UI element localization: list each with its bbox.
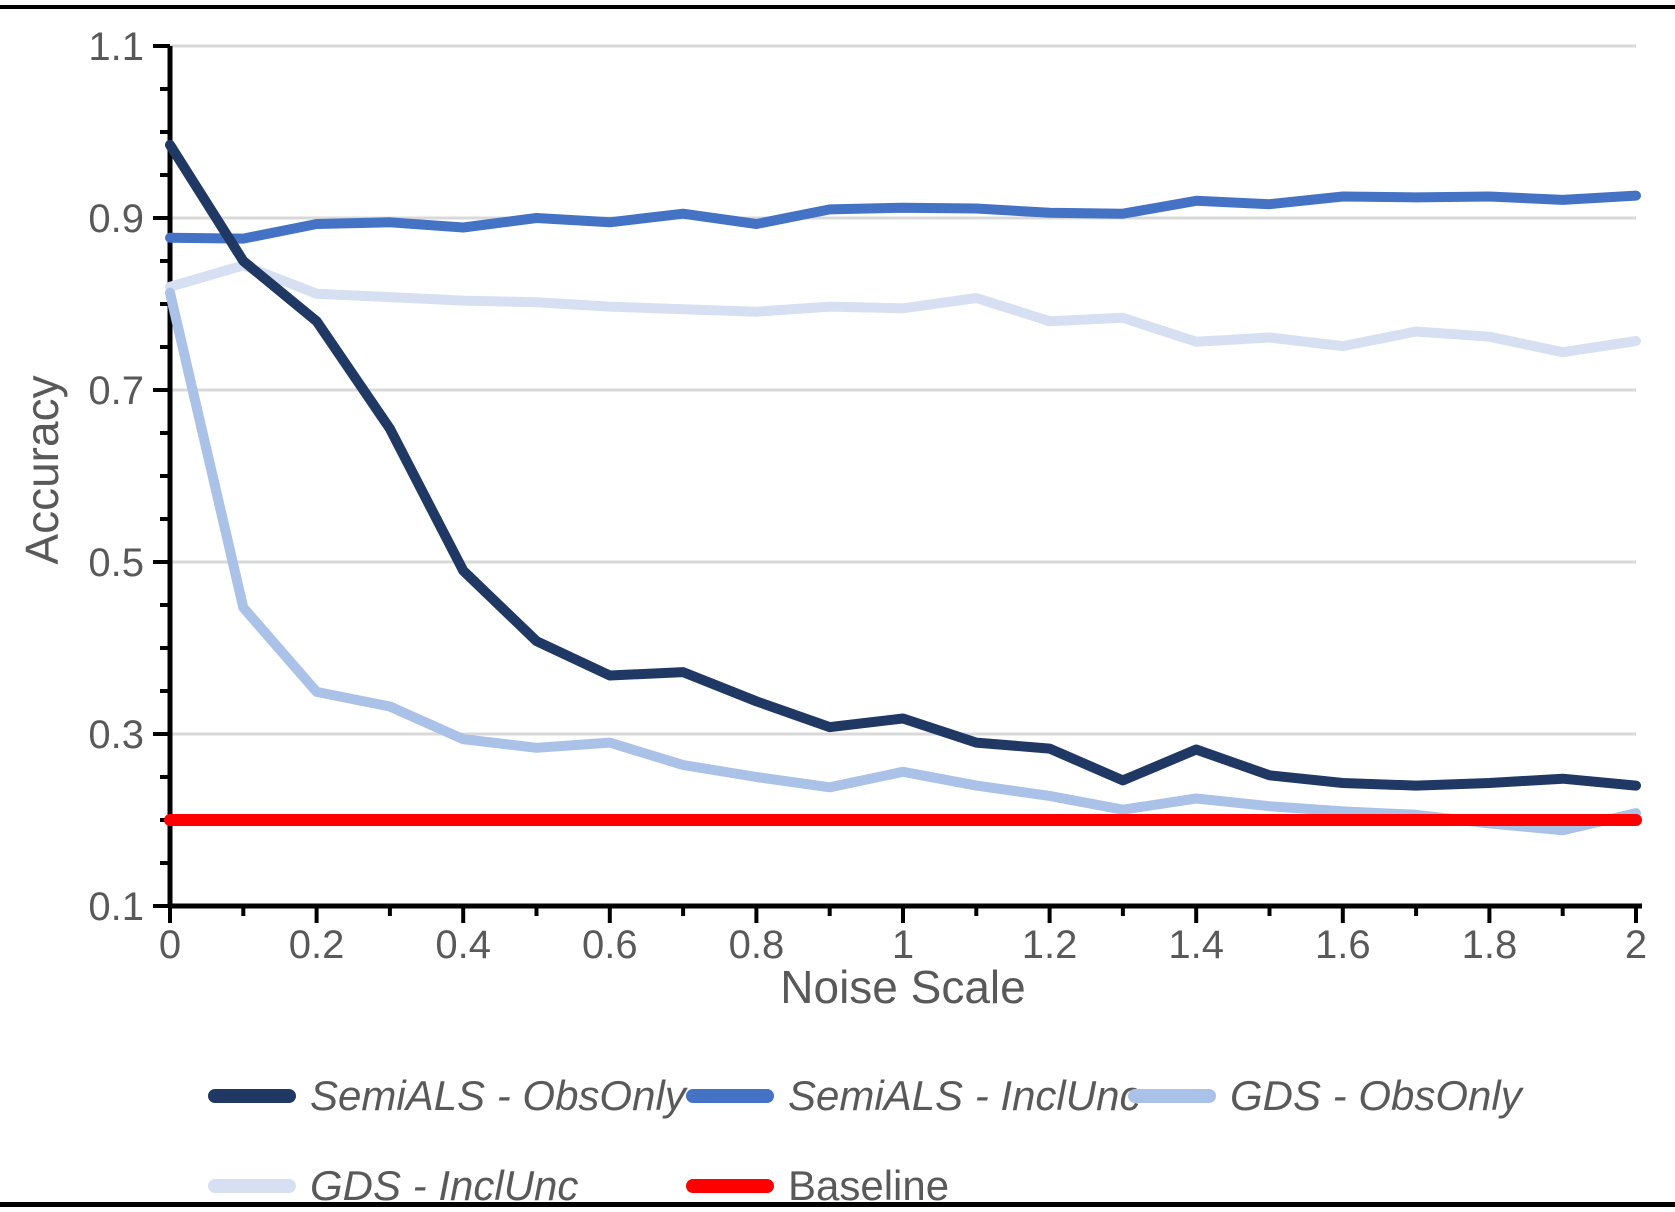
x-tick-label: 1.6 bbox=[1315, 923, 1371, 967]
x-tick-label: 2 bbox=[1625, 923, 1647, 967]
x-tick-label: 1.8 bbox=[1462, 923, 1518, 967]
gridlines bbox=[170, 44, 1636, 736]
x-tick-label: 0 bbox=[159, 923, 181, 967]
series-line-gds-obsonly bbox=[165, 287, 1641, 836]
x-tick-label: 1.4 bbox=[1168, 923, 1224, 967]
series-line-gds-inclunc bbox=[165, 260, 1641, 358]
y-axis-title: Accuracy bbox=[16, 375, 68, 564]
x-tick-label: 1 bbox=[892, 923, 914, 967]
x-tick-label: 0.4 bbox=[435, 923, 491, 967]
x-tick-label: 0.2 bbox=[289, 923, 345, 967]
y-tick-label: 0.9 bbox=[88, 197, 144, 241]
tick-marks bbox=[153, 44, 1638, 923]
x-axis-title: Noise Scale bbox=[780, 961, 1025, 1013]
y-tick-label: 0.1 bbox=[88, 885, 144, 929]
y-tick-label: 0.5 bbox=[88, 541, 144, 585]
series-line-semials-obsonly bbox=[165, 139, 1641, 791]
x-tick-label: 0.8 bbox=[729, 923, 785, 967]
series-lines bbox=[164, 139, 1642, 836]
series-line-semials-inclunc bbox=[165, 190, 1641, 244]
y-tick-label: 1.1 bbox=[88, 25, 144, 69]
x-tick-label: 1.2 bbox=[1022, 923, 1078, 967]
tick-labels: 0.1 0.3 0.5 0.7 0.9 1.1 0 0.2 0.4 0.6 0.8 1 1.2 1.4 1.… bbox=[88, 25, 1647, 967]
bottom-border-line bbox=[0, 1202, 1675, 1207]
x-tick-label: 0.6 bbox=[582, 923, 638, 967]
top-border-line bbox=[0, 5, 1675, 9]
y-tick-label: 0.7 bbox=[88, 369, 144, 413]
y-tick-label: 0.3 bbox=[88, 713, 144, 757]
